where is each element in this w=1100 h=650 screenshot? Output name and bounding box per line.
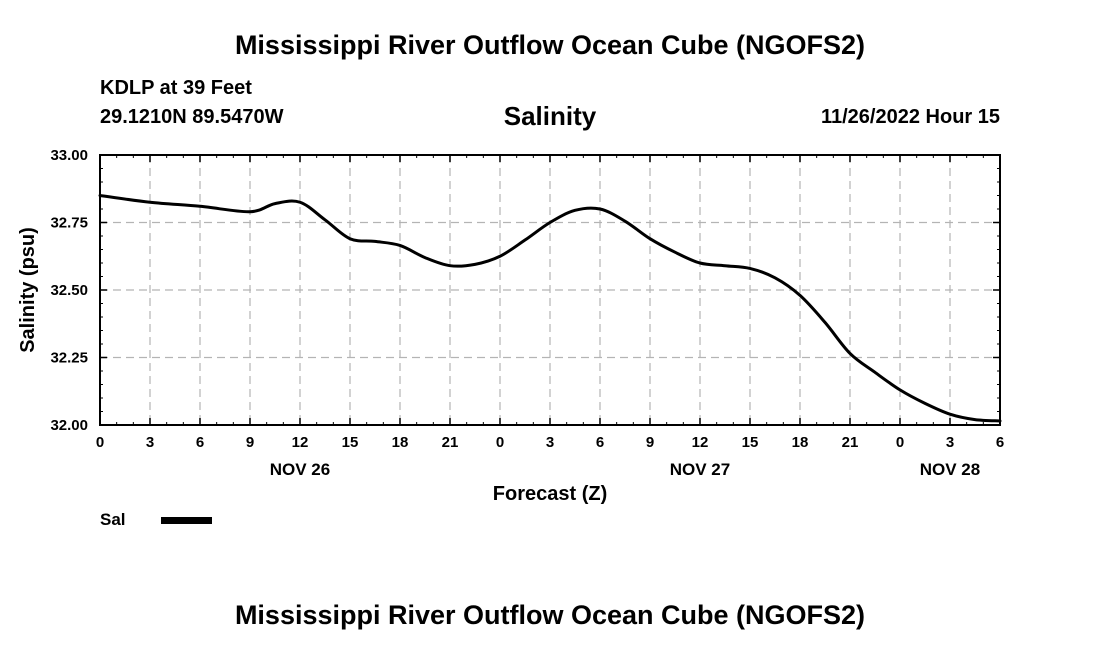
station-coordinates: 29.1210N 89.5470W — [100, 106, 284, 128]
x-tick-label: 18 — [392, 434, 409, 451]
chart-tick-labels: 0 3 6 9 12 15 18 21 0 3 6 9 12 15 18 21 0 3 6 32.00 32.25 32.… — [50, 147, 1004, 479]
x-tick-label: 21 — [842, 434, 859, 451]
y-tick-label: 32.25 — [50, 350, 88, 367]
y-tick-label: 33.00 — [50, 147, 88, 164]
chart-series — [98, 194, 1002, 423]
x-tick-label: 9 — [646, 434, 654, 451]
plot-frame — [99, 154, 1001, 426]
x-tick-label: 9 — [246, 434, 254, 451]
chart-grid — [100, 155, 1000, 425]
x-tick-label: 15 — [342, 434, 359, 451]
x-tick-label: 6 — [996, 434, 1004, 451]
x-tick-label: 0 — [96, 434, 104, 451]
x-tick-label: 15 — [742, 434, 759, 451]
y-tick-label: 32.00 — [50, 417, 88, 434]
legend-label: Sal — [100, 510, 126, 529]
chart-variable-title: Salinity — [503, 101, 597, 131]
station-label: KDLP at 39 Feet — [100, 77, 252, 99]
forecast-datetime: 11/26/2022 Hour 15 — [820, 106, 1000, 128]
x-tick-label: 12 — [292, 434, 309, 451]
x-tick-label: 21 — [442, 434, 459, 451]
x-tick-label: 3 — [946, 434, 954, 451]
chart-footer-title: Mississippi River Outflow Ocean Cube (NG… — [234, 600, 866, 630]
x-tick-label: 0 — [896, 434, 904, 451]
chart-main-title: Mississippi River Outflow Ocean Cube (NG… — [234, 30, 866, 60]
legend-line-swatch — [161, 517, 212, 524]
y-tick-label: 32.50 — [50, 282, 88, 299]
x-tick-label: 12 — [692, 434, 709, 451]
x-day-label: NOV 26 — [270, 460, 330, 479]
x-axis-label: Forecast (Z) — [493, 483, 607, 505]
series-line-sal — [98, 194, 1002, 423]
x-tick-label: 3 — [146, 434, 154, 451]
x-tick-label: 0 — [496, 434, 504, 451]
x-tick-label: 6 — [196, 434, 204, 451]
x-day-label: NOV 27 — [670, 460, 730, 479]
y-axis-label: Salinity (psu) — [17, 227, 39, 353]
x-day-label: NOV 28 — [920, 460, 980, 479]
x-tick-label: 18 — [792, 434, 809, 451]
y-tick-label: 32.75 — [50, 215, 88, 232]
x-tick-label: 3 — [546, 434, 554, 451]
x-tick-label: 6 — [596, 434, 604, 451]
